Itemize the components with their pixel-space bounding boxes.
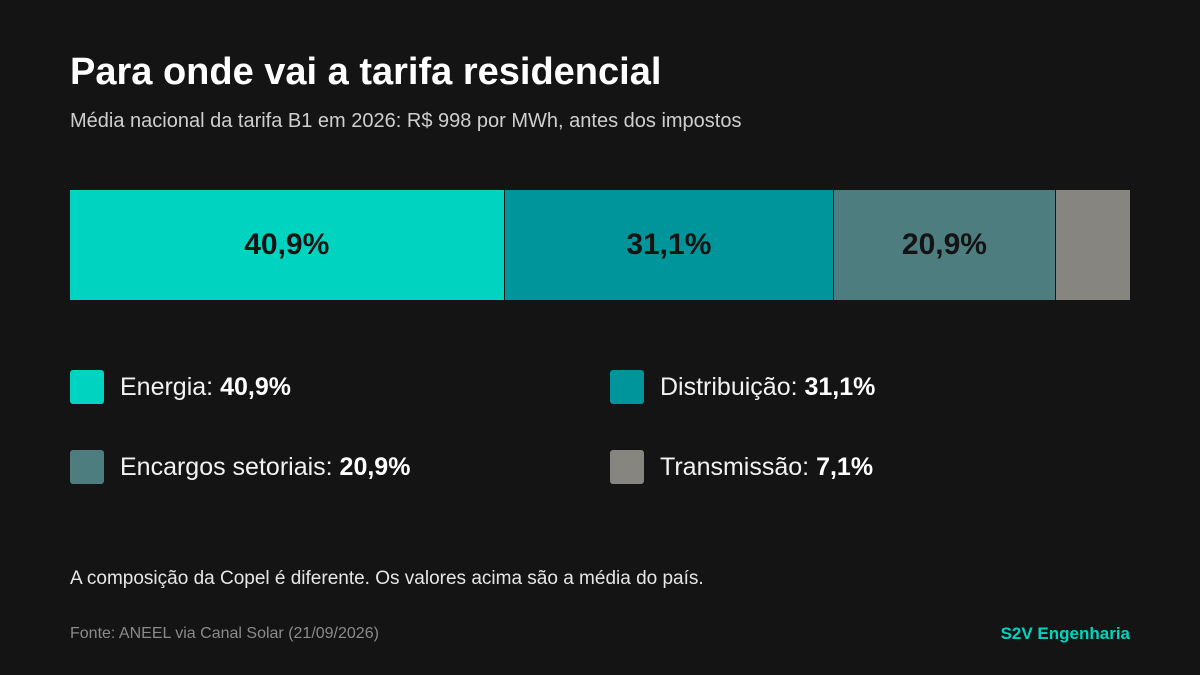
legend-label: Energia: 40,9% [120, 373, 291, 402]
legend-category: Energia: [120, 372, 221, 401]
legend-value: 7,1% [816, 452, 874, 481]
bar-segment-label: 20,9% [901, 228, 987, 261]
legend-value: 40,9% [220, 372, 291, 401]
bar-segment-4 [1054, 190, 1130, 300]
legend-item: Transmissão: 7,1% [610, 450, 873, 484]
legend-item: Distribuição: 31,1% [610, 370, 875, 404]
bar-segment-3: 20,9% [833, 190, 1055, 300]
bar-segment-2: 31,1% [503, 190, 834, 300]
legend-swatch [610, 370, 644, 404]
footnote: A composição da Copel é diferente. Os va… [70, 568, 704, 589]
bar-segment-label: 40,9% [244, 228, 330, 261]
legend-swatch [70, 370, 104, 404]
source-credit: Fonte: ANEEL via Canal Solar (21/09/2026… [70, 625, 379, 642]
legend-category: Distribuição: [660, 372, 805, 401]
legend-value: 31,1% [804, 372, 876, 401]
legend-value: 20,9% [339, 452, 411, 481]
legend-label: Distribuição: 31,1% [660, 373, 875, 402]
stacked-bar: 40,9% 31,1% 20,9% [70, 190, 1130, 300]
legend-item: Encargos setoriais: 20,9% [70, 450, 410, 484]
chart-subtitle: Média nacional da tarifa B1 em 2026: R$ … [70, 110, 742, 132]
legend-swatch [70, 450, 104, 484]
legend-item: Energia: 40,9% [70, 370, 291, 404]
legend-label: Transmissão: 7,1% [660, 453, 873, 482]
legend-category: Encargos setoriais: [120, 452, 340, 481]
bar-segment-label: 31,1% [626, 228, 712, 261]
legend: Energia: 40,9% Distribuição: 31,1% Encargo… [70, 370, 1130, 490]
legend-swatch [610, 450, 644, 484]
brand-logo-text: S2V Engenharia [1000, 624, 1130, 643]
chart-title: Para onde vai a tarifa residencial [70, 51, 662, 93]
legend-label: Encargos setoriais: 20,9% [120, 453, 410, 482]
legend-category: Transmissão: [660, 452, 817, 481]
bar-segment-1: 40,9% [70, 190, 504, 300]
